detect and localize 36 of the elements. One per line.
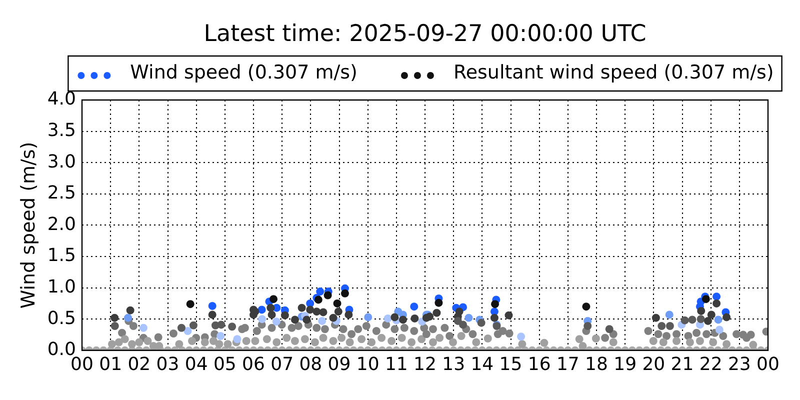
x-tick-label: 19 [614,354,637,375]
y-axis-title: Wind speed (m/s) [17,142,40,309]
x-tick-label: 20 [642,354,666,375]
x-tick-label: 11 [384,354,408,375]
y-tick-label: 3.5 [47,120,76,141]
chart-title: Latest time: 2025-09-27 00:00:00 UTC [204,20,646,47]
y-tick-label: 4.0 [47,88,76,110]
x-tick-label: 03 [156,354,180,375]
x-tick-label: 05 [213,354,236,375]
x-tick-label: 18 [585,354,608,375]
x-tick-label: 12 [414,354,436,375]
x-tick-label: 21 [670,354,694,375]
x-tick-label: 14 [470,354,494,375]
x-tick-label: 22 [699,354,722,375]
y-tick-label: 1.5 [47,245,76,266]
legend-label: Wind speed (0.307 m/s) [130,61,358,84]
x-tick-label: 23 [728,354,751,375]
x-tick-label: 04 [184,354,208,375]
y-tick-label: 1.0 [47,276,76,298]
legend-label: Resultant wind speed (0.307 m/s) [453,61,774,84]
x-tick-label: 10 [356,354,380,375]
x-tick-label: 06 [242,354,265,375]
y-tick-label: 3.0 [47,151,76,172]
x-tick-label: 17 [556,354,580,375]
x-tick-label: 16 [528,354,551,375]
x-tick-label: 01 [99,354,122,375]
x-tick-label: 02 [128,354,151,375]
x-tick-label: 08 [299,354,322,375]
x-tick-label: 00 [756,354,780,375]
y-tick-label: 0.5 [47,308,76,329]
x-tick-label: 15 [499,354,522,375]
y-tick-label: 2.5 [47,182,76,204]
x-tick-label: 07 [270,354,294,375]
x-tick-label: 13 [442,354,466,375]
x-tick-label: 09 [328,354,351,375]
y-tick-label: 2.0 [47,214,76,235]
